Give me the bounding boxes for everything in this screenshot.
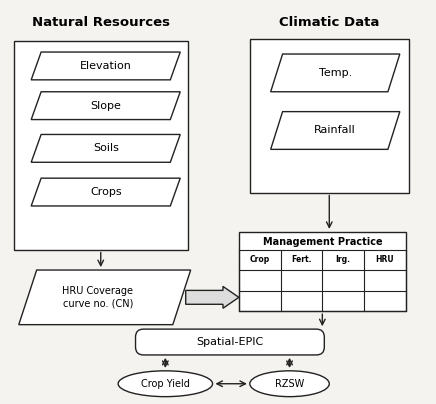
Text: HRU Coverage
curve no. (CN): HRU Coverage curve no. (CN) — [62, 286, 133, 309]
Polygon shape — [31, 52, 180, 80]
Bar — [14, 41, 187, 250]
Text: Temp.: Temp. — [319, 68, 352, 78]
Text: Irg.: Irg. — [336, 255, 351, 265]
Text: Climatic Data: Climatic Data — [279, 16, 379, 29]
Polygon shape — [31, 135, 180, 162]
Text: Natural Resources: Natural Resources — [32, 16, 170, 29]
Text: Soils: Soils — [93, 143, 119, 154]
Polygon shape — [19, 270, 191, 325]
Text: Management Practice: Management Practice — [262, 237, 382, 247]
Polygon shape — [271, 54, 400, 92]
Polygon shape — [31, 178, 180, 206]
Polygon shape — [271, 112, 400, 149]
Ellipse shape — [118, 371, 212, 397]
Text: Rainfall: Rainfall — [314, 126, 356, 135]
Polygon shape — [31, 92, 180, 120]
Bar — [239, 232, 406, 311]
Text: Spatial-EPIC: Spatial-EPIC — [196, 337, 263, 347]
Text: HRU: HRU — [376, 255, 394, 265]
Ellipse shape — [250, 371, 329, 397]
Text: Slope: Slope — [90, 101, 121, 111]
Text: Elevation: Elevation — [80, 61, 132, 71]
FancyBboxPatch shape — [136, 329, 324, 355]
Text: Fert.: Fert. — [291, 255, 312, 265]
Text: RZSW: RZSW — [275, 379, 304, 389]
Polygon shape — [186, 286, 239, 308]
Text: Crop Yield: Crop Yield — [141, 379, 190, 389]
Text: Crop: Crop — [249, 255, 270, 265]
Text: Crops: Crops — [90, 187, 122, 197]
Bar — [250, 39, 409, 193]
